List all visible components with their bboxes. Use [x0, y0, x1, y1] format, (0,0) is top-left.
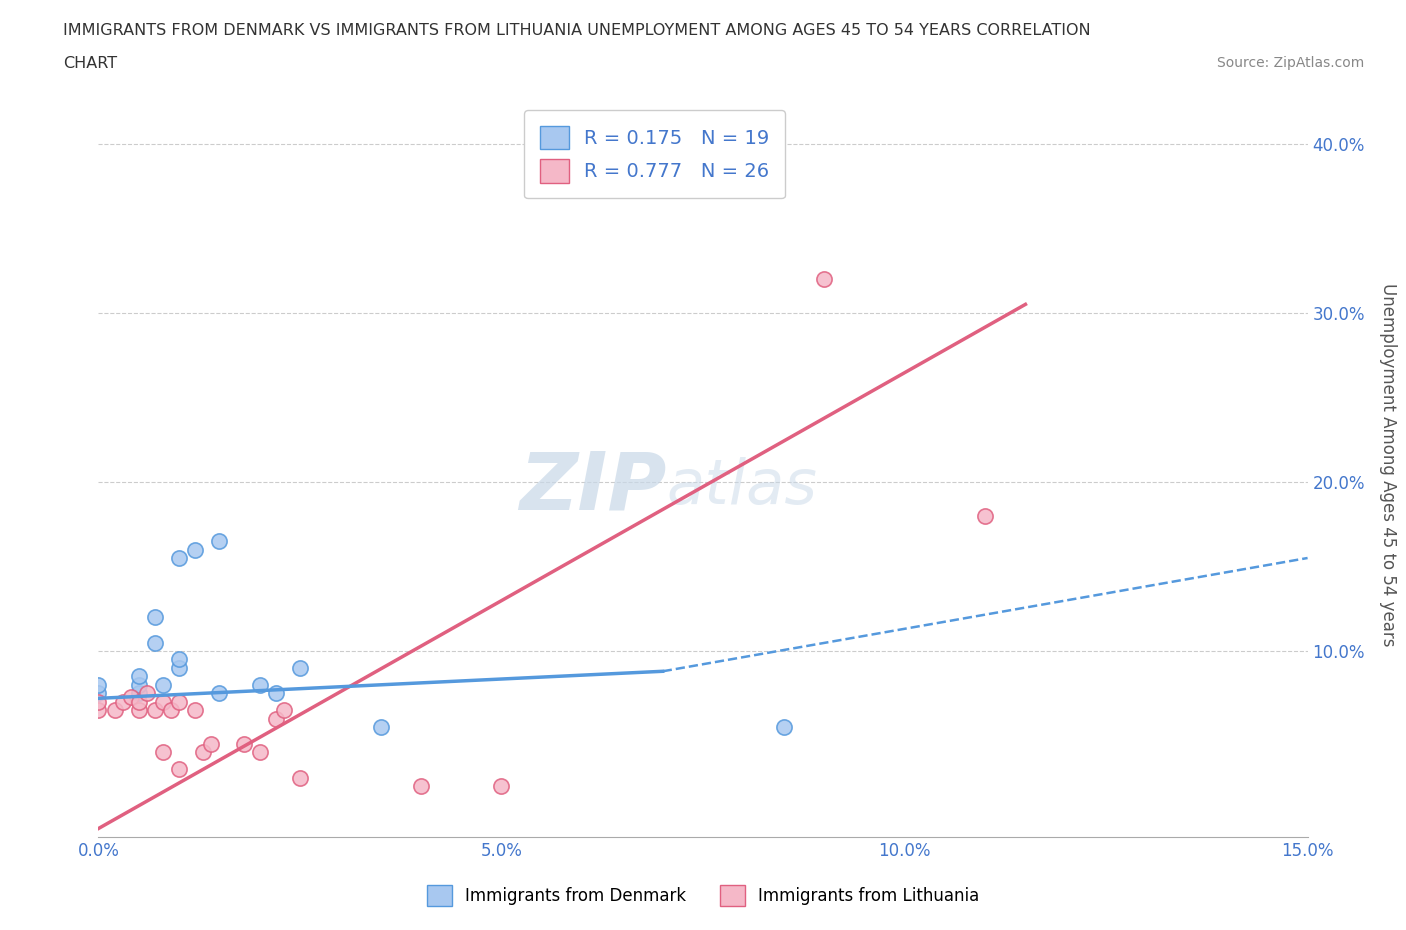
- Point: [264, 685, 287, 700]
- Legend: Immigrants from Denmark, Immigrants from Lithuania: Immigrants from Denmark, Immigrants from…: [420, 879, 986, 912]
- Point: [128, 669, 150, 684]
- Point: [87, 685, 110, 700]
- Point: [249, 745, 271, 760]
- Point: [772, 720, 794, 735]
- Point: [974, 509, 997, 524]
- Point: [128, 695, 150, 710]
- Point: [152, 677, 174, 692]
- Legend: R = 0.175   N = 19, R = 0.777   N = 26: R = 0.175 N = 19, R = 0.777 N = 26: [524, 110, 785, 198]
- Point: [232, 737, 254, 751]
- Text: atlas: atlas: [666, 458, 818, 517]
- Point: [249, 677, 271, 692]
- Point: [135, 685, 157, 700]
- Point: [370, 720, 392, 735]
- Point: [152, 745, 174, 760]
- Point: [200, 737, 222, 751]
- Point: [167, 695, 190, 710]
- Point: [491, 778, 513, 793]
- Point: [143, 635, 166, 650]
- Point: [167, 762, 190, 777]
- Point: [208, 685, 231, 700]
- Point: [103, 703, 125, 718]
- Text: CHART: CHART: [63, 56, 117, 71]
- Point: [160, 703, 183, 718]
- Text: ZIP: ZIP: [519, 448, 666, 526]
- Text: IMMIGRANTS FROM DENMARK VS IMMIGRANTS FROM LITHUANIA UNEMPLOYMENT AMONG AGES 45 : IMMIGRANTS FROM DENMARK VS IMMIGRANTS FR…: [63, 23, 1091, 38]
- Point: [288, 660, 311, 675]
- Point: [264, 711, 287, 726]
- Point: [120, 689, 142, 704]
- Point: [288, 770, 311, 785]
- Point: [87, 695, 110, 710]
- Point: [184, 703, 207, 718]
- Point: [273, 703, 295, 718]
- Point: [409, 778, 432, 793]
- Text: Source: ZipAtlas.com: Source: ZipAtlas.com: [1216, 56, 1364, 70]
- Y-axis label: Unemployment Among Ages 45 to 54 years: Unemployment Among Ages 45 to 54 years: [1379, 284, 1396, 646]
- Point: [167, 652, 190, 667]
- Point: [128, 685, 150, 700]
- Point: [87, 677, 110, 692]
- Point: [87, 703, 110, 718]
- Point: [167, 551, 190, 565]
- Point: [143, 610, 166, 625]
- Point: [167, 660, 190, 675]
- Point: [184, 542, 207, 557]
- Point: [193, 745, 215, 760]
- Point: [813, 272, 835, 286]
- Point: [143, 703, 166, 718]
- Point: [208, 534, 231, 549]
- Point: [111, 695, 134, 710]
- Point: [152, 695, 174, 710]
- Point: [128, 677, 150, 692]
- Point: [128, 703, 150, 718]
